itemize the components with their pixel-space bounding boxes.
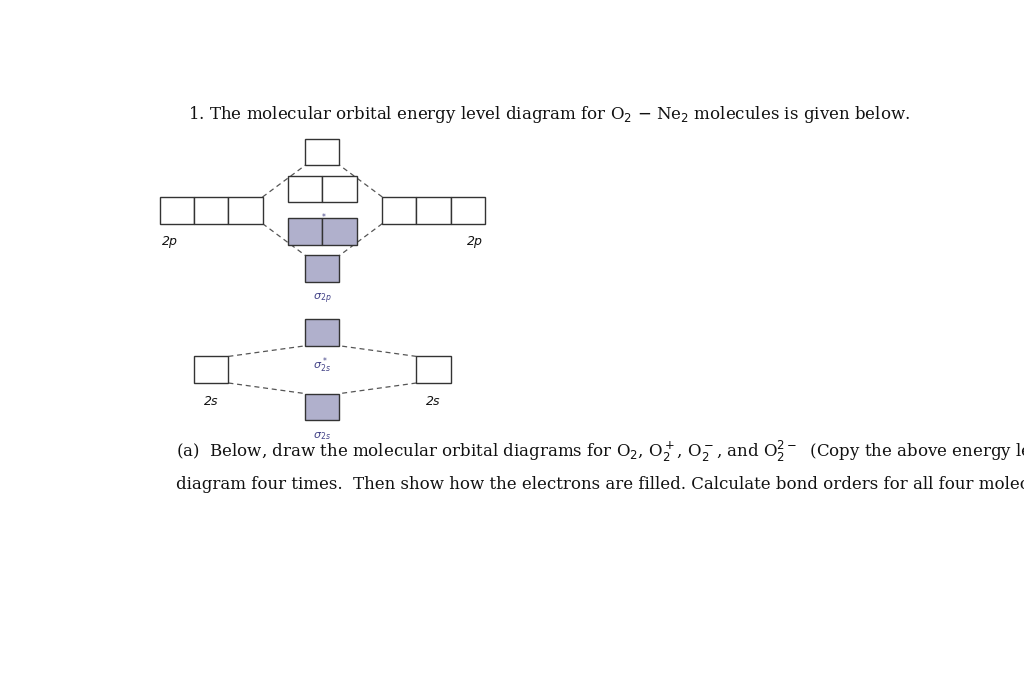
Text: diagram four times.  Then show how the electrons are filled. Calculate bond orde: diagram four times. Then show how the el… xyxy=(176,476,1024,493)
Text: $\sigma_{2s}$: $\sigma_{2s}$ xyxy=(313,430,332,442)
Text: 2s: 2s xyxy=(204,395,218,408)
Text: 2s: 2s xyxy=(426,395,440,408)
FancyBboxPatch shape xyxy=(289,218,323,245)
FancyBboxPatch shape xyxy=(305,255,340,282)
Text: $\sigma_{2p}$: $\sigma_{2p}$ xyxy=(313,292,332,306)
Text: 2p: 2p xyxy=(163,235,178,248)
FancyBboxPatch shape xyxy=(305,139,340,165)
FancyBboxPatch shape xyxy=(305,393,340,420)
FancyBboxPatch shape xyxy=(289,176,323,202)
FancyBboxPatch shape xyxy=(195,197,228,224)
Text: $\sigma^*_{2p}$: $\sigma^*_{2p}$ xyxy=(313,175,332,197)
Text: $\pi_{2p}$: $\pi_{2p}$ xyxy=(313,255,332,269)
FancyBboxPatch shape xyxy=(228,197,262,224)
FancyBboxPatch shape xyxy=(417,357,451,383)
FancyBboxPatch shape xyxy=(305,319,340,346)
FancyBboxPatch shape xyxy=(323,218,356,245)
Text: (a)  Below, draw the molecular orbital diagrams for O$_2$, O$_2^+$, O$_2^-$, and: (a) Below, draw the molecular orbital di… xyxy=(176,439,1024,464)
Text: $\pi^*_{2p}$: $\pi^*_{2p}$ xyxy=(313,212,332,234)
Text: $\sigma^*_{2s}$: $\sigma^*_{2s}$ xyxy=(313,355,332,375)
FancyBboxPatch shape xyxy=(451,197,484,224)
FancyBboxPatch shape xyxy=(160,197,195,224)
FancyBboxPatch shape xyxy=(382,197,417,224)
Text: 1. The molecular orbital energy level diagram for O$_2$ $-$ Ne$_2$ molecules is : 1. The molecular orbital energy level di… xyxy=(187,104,909,125)
Text: 2p: 2p xyxy=(467,235,482,248)
FancyBboxPatch shape xyxy=(417,197,451,224)
FancyBboxPatch shape xyxy=(323,176,356,202)
FancyBboxPatch shape xyxy=(195,357,228,383)
